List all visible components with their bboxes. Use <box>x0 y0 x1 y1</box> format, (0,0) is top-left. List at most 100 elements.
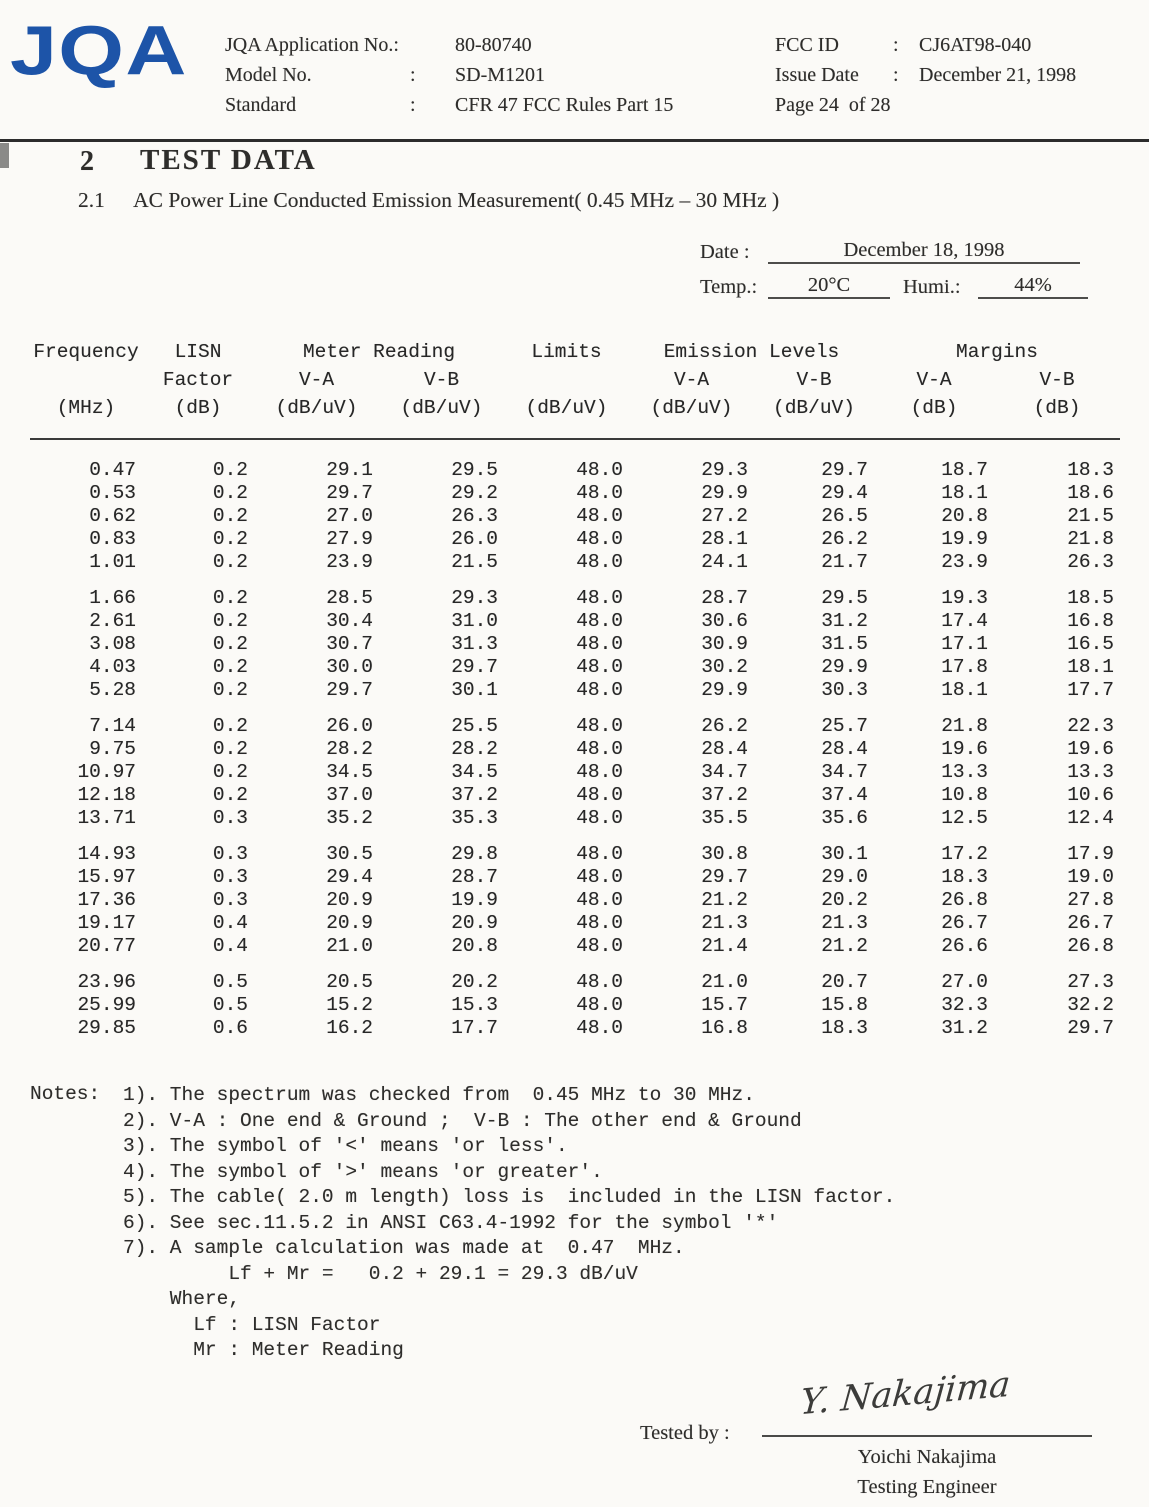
table-cell: 21.8 <box>941 715 988 737</box>
table-cell: 10.6 <box>1067 784 1115 806</box>
date-value: December 18, 1998 <box>768 239 1080 264</box>
table-cell: 31.5 <box>821 633 868 655</box>
table-cell: 19.6 <box>1067 738 1115 760</box>
date-label: Date : <box>700 241 750 263</box>
note-line: Where, <box>123 1288 241 1310</box>
table-row: 0.47 0.2 29.1 29.5 48.0 29.3 29.7 18.7 18.3 <box>30 459 1120 482</box>
note-line: 1). The spectrum was checked from 0.45 M… <box>123 1084 755 1106</box>
table-cell: 29.7 <box>701 866 748 888</box>
table-row: 9.75 0.2 28.2 28.2 48.0 28.4 28.4 19.6 19.6 <box>30 738 1120 761</box>
table-cell: 48.0 <box>576 761 623 783</box>
table-cell: 15.8 <box>821 994 868 1016</box>
table-cell: 0.2 <box>212 715 248 737</box>
table-cell: 24.1 <box>701 551 748 573</box>
subcol-meter-va: V-A <box>298 369 335 391</box>
temp-value: 20°C <box>768 274 890 299</box>
table-row: 29.85 0.6 16.2 17.7 48.0 16.8 18.3 31.2 29.7 <box>30 1017 1120 1040</box>
table-cell: 18.3 <box>821 1017 868 1039</box>
fcc-id-value: CJ6AT98-040 <box>919 34 1032 56</box>
table-cell: 35.3 <box>451 807 498 829</box>
table-cell: 27.8 <box>1067 889 1115 911</box>
table-cell: 26.0 <box>451 528 498 550</box>
standard-label: Standard <box>225 94 297 116</box>
unit-dbuv: (dB/uV) <box>754 394 874 440</box>
table-cell: 48.0 <box>576 528 623 550</box>
table-cell: 34.7 <box>821 761 868 783</box>
subcol-margin-vb: V-B <box>1039 369 1075 391</box>
table-cell: 30.0 <box>326 656 373 678</box>
table-cell: 21.4 <box>701 935 748 957</box>
table-cell: 30.6 <box>701 610 748 632</box>
table-cell: 21.7 <box>821 551 868 573</box>
spacer-row <box>30 574 1120 587</box>
table-cell: 5.28 <box>89 679 136 701</box>
table-cell: 30.1 <box>451 679 498 701</box>
table-cell: 0.2 <box>212 587 248 609</box>
spacer-row <box>30 958 1120 971</box>
table-cell: 0.3 <box>212 866 248 888</box>
table-cell: 31.0 <box>451 610 498 632</box>
table-cell: 48.0 <box>576 656 623 678</box>
table-cell: 37.0 <box>326 784 373 806</box>
table-cell: 20.8 <box>451 935 498 957</box>
table-row: 25.99 0.5 15.2 15.3 48.0 15.7 15.8 32.3 32.2 <box>30 994 1120 1017</box>
table-row: 20.77 0.4 21.0 20.8 48.0 21.4 21.2 26.6 26.8 <box>30 935 1120 958</box>
col-emission-levels: Emission Levels <box>663 341 840 363</box>
table-cell: 29.4 <box>326 866 373 888</box>
note-line: 2). V-A : One end & Ground ; V-B : The o… <box>123 1109 802 1132</box>
table-cell: 30.1 <box>821 843 868 865</box>
table-cell: 12.4 <box>1067 807 1115 829</box>
table-cell: 29.3 <box>451 587 498 609</box>
unit-db: (dB) <box>142 394 254 440</box>
table-cell: 37.4 <box>821 784 868 806</box>
temp-label: Temp.: <box>700 276 758 298</box>
note-line: Mr : Meter Reading <box>123 1339 404 1361</box>
table-cell: 26.8 <box>941 889 988 911</box>
subcol-blank <box>30 366 142 394</box>
table-cell: 4.03 <box>89 656 136 678</box>
table-cell: 0.3 <box>212 807 248 829</box>
table-cell: 17.1 <box>941 633 988 655</box>
table-cell: 29.8 <box>451 843 498 865</box>
table-cell: 29.85 <box>77 1017 136 1039</box>
table-cell: 25.5 <box>451 715 498 737</box>
table-cell: 18.3 <box>941 866 988 888</box>
table-cell: 48.0 <box>576 505 623 527</box>
table-cell: 18.5 <box>1067 587 1115 609</box>
spacer-row <box>30 702 1120 715</box>
table-cell: 48.0 <box>576 610 623 632</box>
spacer-cell <box>30 574 1120 587</box>
table-cell: 3.08 <box>89 633 136 655</box>
table-cell: 21.3 <box>821 912 868 934</box>
application-no-value: 80-80740 <box>455 34 532 56</box>
table-cell: 27.3 <box>1067 971 1115 993</box>
table-cell: 29.7 <box>451 656 498 678</box>
table-cell: 0.2 <box>212 459 248 481</box>
table-cell: 48.0 <box>576 738 623 760</box>
table-cell: 48.0 <box>576 587 623 609</box>
table-cell: 17.8 <box>941 656 988 678</box>
table-cell: 0.2 <box>212 679 248 701</box>
col-limits: Limits <box>531 341 602 363</box>
table-cell: 48.0 <box>576 889 623 911</box>
table-cell: 17.7 <box>451 1017 498 1039</box>
table-cell: 31.2 <box>941 1017 988 1039</box>
application-no-row: JQA Application No.: 80-80740 <box>225 30 673 60</box>
table-cell: 22.3 <box>1067 715 1115 737</box>
table-cell: 26.3 <box>451 505 498 527</box>
subsection-heading: 2.1 AC Power Line Conducted Emission Mea… <box>78 188 779 213</box>
spacer-cell <box>30 439 1120 459</box>
table-row: 4.03 0.2 30.0 29.7 48.0 30.2 29.9 17.8 18.1 <box>30 656 1120 679</box>
table-cell: 48.0 <box>576 482 623 504</box>
table-cell: 0.3 <box>212 843 248 865</box>
spacer-row <box>30 439 1120 459</box>
table-cell: 20.9 <box>326 912 373 934</box>
note-line: 6). See sec.11.5.2 in ANSI C63.4-1992 fo… <box>123 1211 779 1234</box>
table-row: 19.17 0.4 20.9 20.9 48.0 21.3 21.3 26.7 26.7 <box>30 912 1120 935</box>
table-cell: 21.3 <box>701 912 748 934</box>
table-cell: 20.9 <box>451 912 498 934</box>
table-cell: 48.0 <box>576 935 623 957</box>
table-cell: 30.2 <box>701 656 748 678</box>
table-cell: 26.7 <box>1067 912 1115 934</box>
table-cell: 0.2 <box>212 761 248 783</box>
